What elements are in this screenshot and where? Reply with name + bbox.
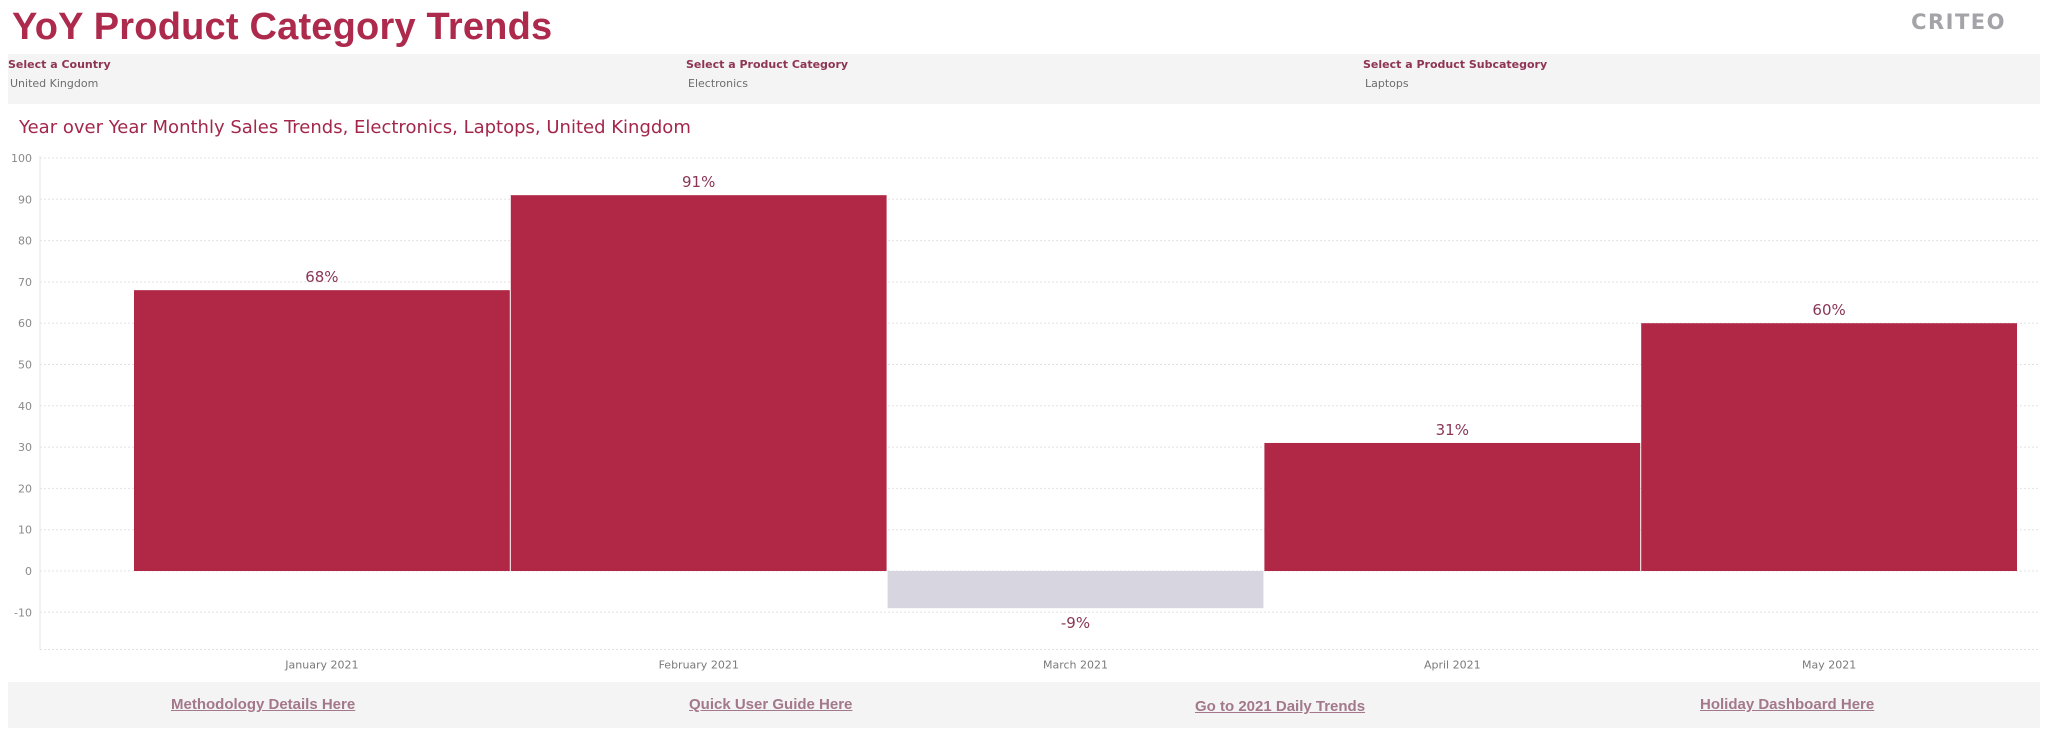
data-label: 31% — [1436, 421, 1469, 439]
y-tick-label: 60 — [18, 317, 32, 330]
y-tick-label: 30 — [18, 441, 32, 454]
bar — [1641, 323, 2017, 571]
bar — [1264, 442, 1641, 571]
y-tick-label: 50 — [18, 359, 32, 372]
y-tick-label: 90 — [18, 193, 32, 206]
y-tick-label: 20 — [18, 482, 32, 495]
bar — [510, 195, 887, 572]
country-filter-value[interactable]: United Kingdom — [10, 77, 99, 90]
data-label: 91% — [682, 173, 715, 191]
x-category-label: May 2021 — [1802, 658, 1856, 671]
x-category-label: February 2021 — [659, 658, 739, 671]
y-tick-label: 40 — [18, 400, 32, 413]
y-tick-label: -10 — [14, 606, 32, 619]
methodology-link[interactable]: Methodology Details Here — [171, 696, 356, 713]
category-filter-label: Select a Product Category — [686, 58, 849, 71]
x-category-label: April 2021 — [1424, 658, 1481, 671]
dashboard-title: YoY Product Category Trends — [12, 6, 553, 48]
y-tick-label: 100 — [11, 152, 32, 165]
user-guide-link[interactable]: Quick User Guide Here — [689, 696, 853, 713]
category-filter-value[interactable]: Electronics — [688, 77, 748, 90]
daily-trends-link[interactable]: Go to 2021 Daily Trends — [1195, 698, 1366, 715]
holiday-dashboard-link[interactable]: Holiday Dashboard Here — [1700, 696, 1875, 713]
subcategory-filter-label: Select a Product Subcategory — [1363, 58, 1548, 71]
chart-title: Year over Year Monthly Sales Trends, Ele… — [19, 117, 691, 138]
filter-bar: Select a Country United Kingdom Select a… — [8, 54, 2040, 104]
y-tick-label: 80 — [18, 235, 32, 248]
bar — [134, 290, 510, 571]
category-filter[interactable]: Select a Product Category Electronics — [686, 58, 848, 90]
data-label: 68% — [305, 268, 338, 286]
subcategory-filter[interactable]: Select a Product Subcategory Laptops — [1363, 58, 1547, 90]
x-category-label: March 2021 — [1043, 658, 1108, 671]
bar — [887, 571, 1264, 609]
country-filter-label: Select a Country — [8, 58, 111, 71]
subcategory-filter-value[interactable]: Laptops — [1365, 77, 1409, 90]
data-label: 60% — [1812, 301, 1845, 319]
criteo-logo: CRITEO — [1911, 10, 2006, 34]
link-bar: Methodology Details Here Quick User Guid… — [8, 682, 2040, 728]
y-tick-label: 70 — [18, 276, 32, 289]
country-filter[interactable]: Select a Country United Kingdom — [8, 58, 111, 90]
x-category-label: January 2021 — [284, 658, 358, 671]
y-tick-label: 10 — [18, 524, 32, 537]
y-tick-label: 0 — [25, 565, 32, 578]
data-label: -9% — [1061, 614, 1090, 632]
